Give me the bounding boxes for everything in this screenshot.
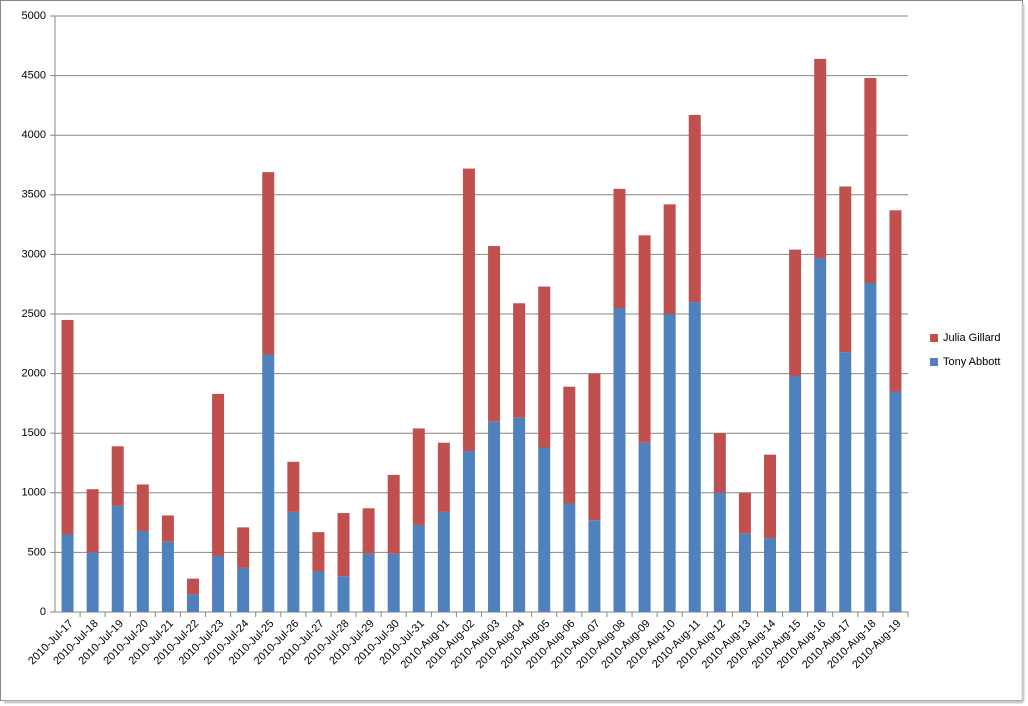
- bar-segment: [764, 538, 777, 612]
- bar-segment: [412, 428, 425, 525]
- bar-segment: [588, 520, 601, 612]
- bar-segment: [86, 552, 99, 612]
- bar-segment: [462, 168, 475, 452]
- bar-segment: [61, 534, 74, 612]
- y-tick-label: 500: [28, 546, 46, 558]
- bar-segment: [713, 492, 726, 612]
- bar-segment: [161, 515, 174, 542]
- y-tick-label: 2000: [22, 368, 46, 380]
- bar-segment: [437, 511, 450, 612]
- bar-segment: [287, 461, 300, 512]
- y-tick-label: 4500: [22, 70, 46, 82]
- bar-segment: [312, 532, 325, 572]
- bar-segment: [362, 508, 375, 554]
- bar-segment: [613, 188, 626, 309]
- bar-segment: [262, 354, 275, 612]
- y-tick-label: 1500: [22, 427, 46, 439]
- bar-segment: [789, 375, 802, 612]
- bar-segment: [764, 454, 777, 539]
- y-tick-label: 4000: [22, 129, 46, 141]
- bar-segment: [538, 447, 551, 612]
- y-tick-label: 1000: [22, 487, 46, 499]
- bar-segment: [638, 235, 651, 443]
- bar-segment: [688, 114, 701, 303]
- legend-label: Tony Abbott: [943, 356, 1001, 368]
- bar-segment: [462, 451, 475, 612]
- bar-segment: [337, 576, 350, 612]
- bar-segment: [538, 286, 551, 448]
- bar-segment: [588, 373, 601, 521]
- bar-segment: [387, 474, 400, 554]
- bar-segment: [161, 541, 174, 612]
- bar-segment: [212, 393, 225, 556]
- bar-segment: [638, 442, 651, 612]
- bar-segment: [287, 511, 300, 612]
- legend-swatch: [930, 358, 938, 366]
- bar-segment: [713, 433, 726, 493]
- bar-segment: [86, 489, 99, 553]
- y-tick-label: 2500: [22, 308, 46, 320]
- bar-segment: [488, 246, 501, 422]
- bar-segment: [663, 314, 676, 612]
- bar-segment: [889, 391, 902, 612]
- bar-segment: [61, 319, 74, 535]
- bar-segment: [212, 555, 225, 612]
- bar-segment: [111, 505, 124, 612]
- legend-label: Julia Gillard: [943, 332, 1000, 344]
- y-tick-label: 0: [40, 606, 46, 618]
- bar-segment: [839, 186, 852, 353]
- bar-segment: [412, 524, 425, 612]
- bar-segment: [312, 571, 325, 612]
- legend-swatch: [930, 334, 938, 342]
- bar-segment: [387, 553, 400, 612]
- bar-segment: [136, 484, 149, 531]
- bar-segment: [814, 257, 827, 612]
- bar-segment: [738, 533, 751, 612]
- bar-segment: [437, 442, 450, 512]
- bar-segment: [186, 594, 199, 612]
- bar-segment: [688, 302, 701, 612]
- bar-segment: [237, 527, 250, 568]
- bar-segment: [563, 386, 576, 504]
- bar-segment: [488, 421, 501, 612]
- bar-segment: [814, 58, 827, 258]
- bar-segment: [738, 492, 751, 534]
- bar-segment: [513, 303, 526, 418]
- bar-segment: [839, 352, 852, 612]
- bar-segment: [337, 513, 350, 577]
- bar-segment: [889, 210, 902, 392]
- bar-segment: [362, 553, 375, 612]
- bar-segment: [262, 172, 275, 355]
- bar-segment: [864, 77, 877, 284]
- bar-segment: [111, 446, 124, 506]
- y-tick-label: 5000: [22, 10, 46, 22]
- bar-segment: [136, 530, 149, 612]
- bar-segment: [864, 283, 877, 612]
- bar-segment: [237, 567, 250, 612]
- bar-segment: [663, 204, 676, 314]
- bar-segment: [613, 308, 626, 612]
- bar-segment: [563, 503, 576, 612]
- bar-segment: [186, 578, 199, 595]
- y-tick-label: 3500: [22, 189, 46, 201]
- bar-segment: [789, 249, 802, 376]
- bar-segment: [513, 417, 526, 612]
- y-tick-label: 3000: [22, 248, 46, 260]
